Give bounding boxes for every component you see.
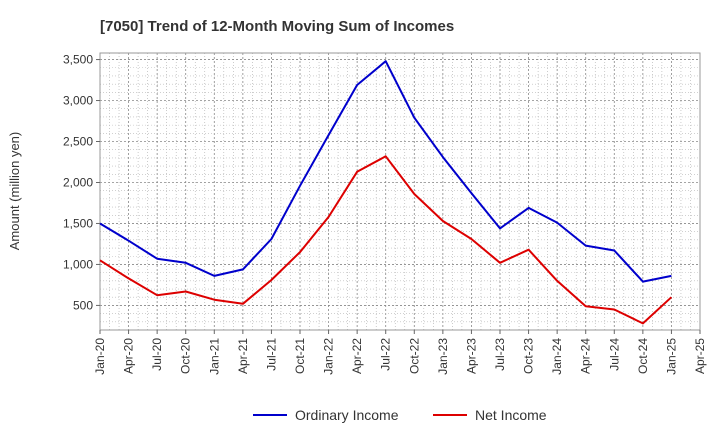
x-tick-label: Oct-20 <box>179 338 193 374</box>
plot-area <box>99 52 701 331</box>
y-tick-label: 3,000 <box>63 94 93 108</box>
x-axis-ticks: Jan-20 Apr-20 Jul-20 Oct-20 Jan-21 Apr-21 Jul-… <box>93 330 707 375</box>
x-tick-label: Apr-23 <box>464 338 478 374</box>
x-tick-label: Jul-23 <box>493 338 507 371</box>
x-tick-label: Jan-23 <box>436 338 450 375</box>
x-tick-label: Jan-21 <box>207 338 221 375</box>
x-tick-label: Apr-20 <box>122 338 136 374</box>
y-axis-ticks: 500 1,000 1,500 2,000 2,500 3,000 3,500 <box>63 53 100 312</box>
series-lines <box>99 60 673 325</box>
y-axis-label: Amount (million yen) <box>7 132 22 251</box>
x-tick-label: Jul-22 <box>379 338 393 371</box>
legend-label-ordinary-income: Ordinary Income <box>295 407 399 423</box>
legend-label-net-income: Net Income <box>475 407 547 423</box>
x-tick-label: Oct-23 <box>522 338 536 374</box>
x-tick-label: Apr-24 <box>579 338 593 374</box>
series-line-ordinary-income <box>99 60 672 283</box>
y-tick-label: 1,000 <box>63 257 93 271</box>
x-tick-label: Oct-24 <box>636 338 650 374</box>
x-tick-label: Apr-21 <box>236 338 250 374</box>
x-tick-label: Jan-24 <box>550 338 564 375</box>
y-tick-label: 500 <box>73 298 93 312</box>
x-tick-label: Apr-25 <box>693 338 707 374</box>
grid <box>99 53 701 330</box>
chart-title: [7050] Trend of 12-Month Moving Sum of I… <box>100 18 454 35</box>
legend: Ordinary Income Net Income <box>253 407 547 423</box>
x-tick-label: Jul-20 <box>150 338 164 371</box>
x-tick-label: Oct-22 <box>407 338 421 374</box>
y-tick-label: 2,500 <box>63 135 93 149</box>
x-tick-label: Oct-21 <box>293 338 307 374</box>
series-line-net-income <box>99 155 673 325</box>
x-tick-label: Jul-21 <box>264 338 278 371</box>
y-tick-label: 3,500 <box>63 53 93 67</box>
x-tick-label: Jul-24 <box>607 338 621 371</box>
x-tick-label: Jan-25 <box>664 338 678 375</box>
x-tick-label: Jan-22 <box>322 338 336 375</box>
x-tick-label: Jan-20 <box>93 338 107 375</box>
y-tick-label: 2,000 <box>63 175 93 189</box>
x-tick-label: Apr-22 <box>350 338 364 374</box>
y-tick-label: 1,500 <box>63 216 93 230</box>
